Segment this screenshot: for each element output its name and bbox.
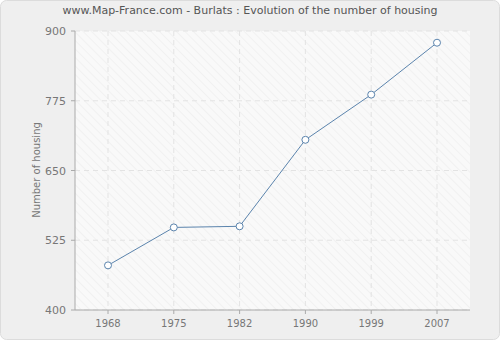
tick-label: 2007 <box>424 318 449 329</box>
tick-label: 525 <box>45 234 66 247</box>
grid-line <box>305 31 306 310</box>
marker <box>302 136 309 143</box>
plot-area <box>75 31 470 310</box>
tick-mark <box>71 100 75 101</box>
line <box>108 43 437 266</box>
chart: www.Map-France.com - Burlats : Evolution… <box>0 0 500 340</box>
x-axis <box>75 310 470 311</box>
marker <box>368 91 375 98</box>
y-axis <box>75 31 76 310</box>
grid-line <box>75 240 470 241</box>
grid-line <box>75 310 470 311</box>
tick-label: 900 <box>45 25 66 38</box>
tick-mark <box>71 310 75 311</box>
tick-label: 650 <box>45 165 66 178</box>
marker <box>170 224 177 231</box>
grid-line <box>437 31 438 310</box>
marker <box>236 223 243 230</box>
tick-label: 1990 <box>293 318 318 329</box>
grid-line <box>239 31 240 310</box>
marker <box>434 39 441 46</box>
grid-line <box>371 31 372 310</box>
title: www.Map-France.com - Burlats : Evolution… <box>62 4 437 17</box>
tick-label: 1999 <box>358 318 383 329</box>
grid-line <box>75 170 470 171</box>
tick-mark <box>239 310 240 314</box>
tick-mark <box>108 310 109 314</box>
tick-mark <box>437 310 438 314</box>
data-group <box>105 39 441 269</box>
tick-mark <box>71 240 75 241</box>
tick-mark <box>305 310 306 314</box>
tick-mark <box>71 31 75 32</box>
tick-mark <box>71 170 75 171</box>
tick-mark <box>173 310 174 314</box>
grid-line <box>75 100 470 101</box>
grid-line <box>173 31 174 310</box>
tick-label: 1975 <box>161 318 186 329</box>
tick-label: 775 <box>45 95 66 108</box>
background <box>1 1 500 340</box>
grid-line <box>75 31 470 32</box>
y-axis-label: Number of housing <box>31 122 42 218</box>
tick-label: 1982 <box>227 318 252 329</box>
marker <box>105 262 112 269</box>
tick-label: 400 <box>45 304 66 317</box>
tick-label: 1968 <box>95 318 120 329</box>
tick-mark <box>371 310 372 314</box>
